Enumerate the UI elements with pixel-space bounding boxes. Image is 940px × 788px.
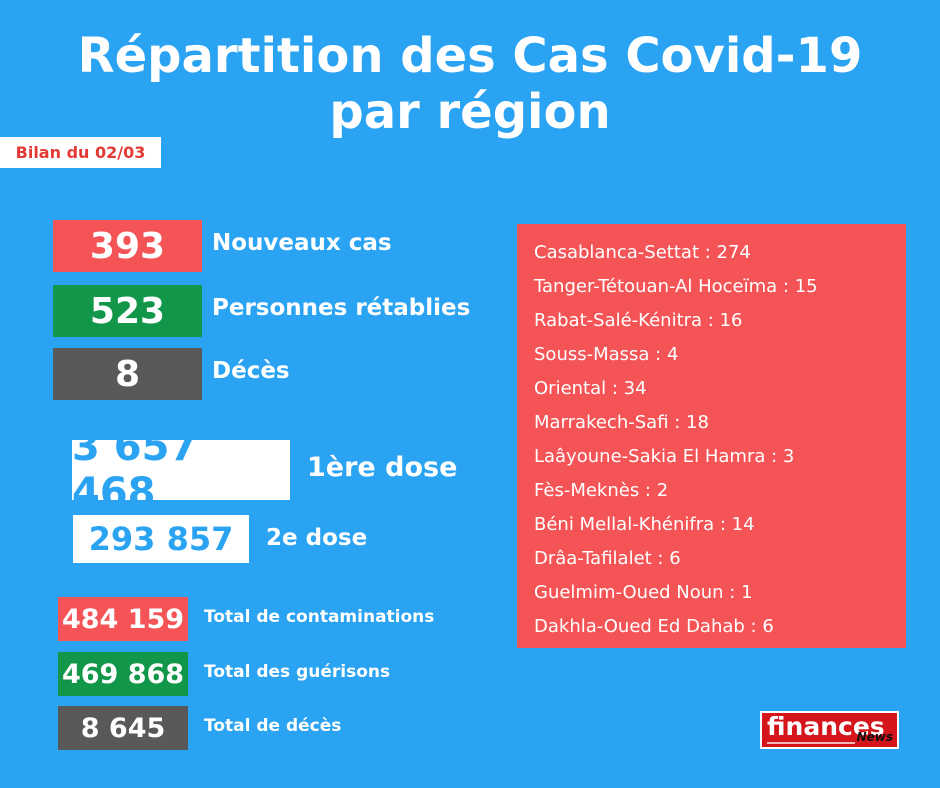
- region-item: Casablanca-Settat : 274: [534, 242, 751, 263]
- total-recoveries-value: 469 868: [58, 652, 188, 696]
- region-item: Drâa-Tafilalet : 6: [534, 548, 681, 569]
- logo-tagline-strip: [767, 742, 855, 744]
- region-item: Rabat-Salé-Kénitra : 16: [534, 310, 743, 331]
- logo-sub-text: News: [856, 730, 893, 744]
- title-line-2: par région: [329, 84, 611, 140]
- deaths-value: 8: [53, 348, 202, 400]
- total-contaminations-value: 484 159: [58, 597, 188, 641]
- date-badge: Bilan du 02/03: [0, 137, 161, 168]
- regions-panel: Casablanca-Settat : 274 Tanger-Tétouan-A…: [517, 224, 906, 648]
- page-title: Répartition des Cas Covid-19 par région: [0, 28, 940, 140]
- deaths-label: Décès: [212, 358, 290, 384]
- logo-main-text: finances: [767, 712, 885, 741]
- finances-news-logo: finances News: [760, 711, 899, 749]
- total-contaminations-label: Total de contaminations: [204, 607, 435, 627]
- region-item: Dakhla-Oued Ed Dahab : 6: [534, 616, 774, 637]
- second-dose-label: 2e dose: [266, 525, 368, 551]
- first-dose-value: 3 657 468: [72, 424, 290, 516]
- title-line-1: Répartition des Cas Covid-19: [77, 28, 863, 84]
- region-item: Béni Mellal-Khénifra : 14: [534, 514, 755, 535]
- second-dose-value: 293 857: [73, 515, 249, 563]
- region-item: Souss-Massa : 4: [534, 344, 679, 365]
- new-cases-label: Nouveaux cas: [212, 230, 392, 256]
- region-item: Guelmim-Oued Noun : 1: [534, 582, 753, 603]
- region-item: Fès-Meknès : 2: [534, 480, 669, 501]
- region-item: Oriental : 34: [534, 378, 647, 399]
- recovered-value: 523: [53, 285, 202, 337]
- total-recoveries-label: Total des guérisons: [204, 662, 391, 682]
- new-cases-value: 393: [53, 220, 202, 272]
- first-dose-label: 1ère dose: [307, 452, 458, 483]
- region-item: Laâyoune-Sakia El Hamra : 3: [534, 446, 795, 467]
- total-deaths-label: Total de décès: [204, 716, 342, 736]
- region-item: Marrakech-Safi : 18: [534, 412, 709, 433]
- recovered-label: Personnes rétablies: [212, 295, 471, 321]
- total-deaths-value: 8 645: [58, 706, 188, 750]
- region-item: Tanger-Tétouan-Al Hoceïma : 15: [534, 276, 818, 297]
